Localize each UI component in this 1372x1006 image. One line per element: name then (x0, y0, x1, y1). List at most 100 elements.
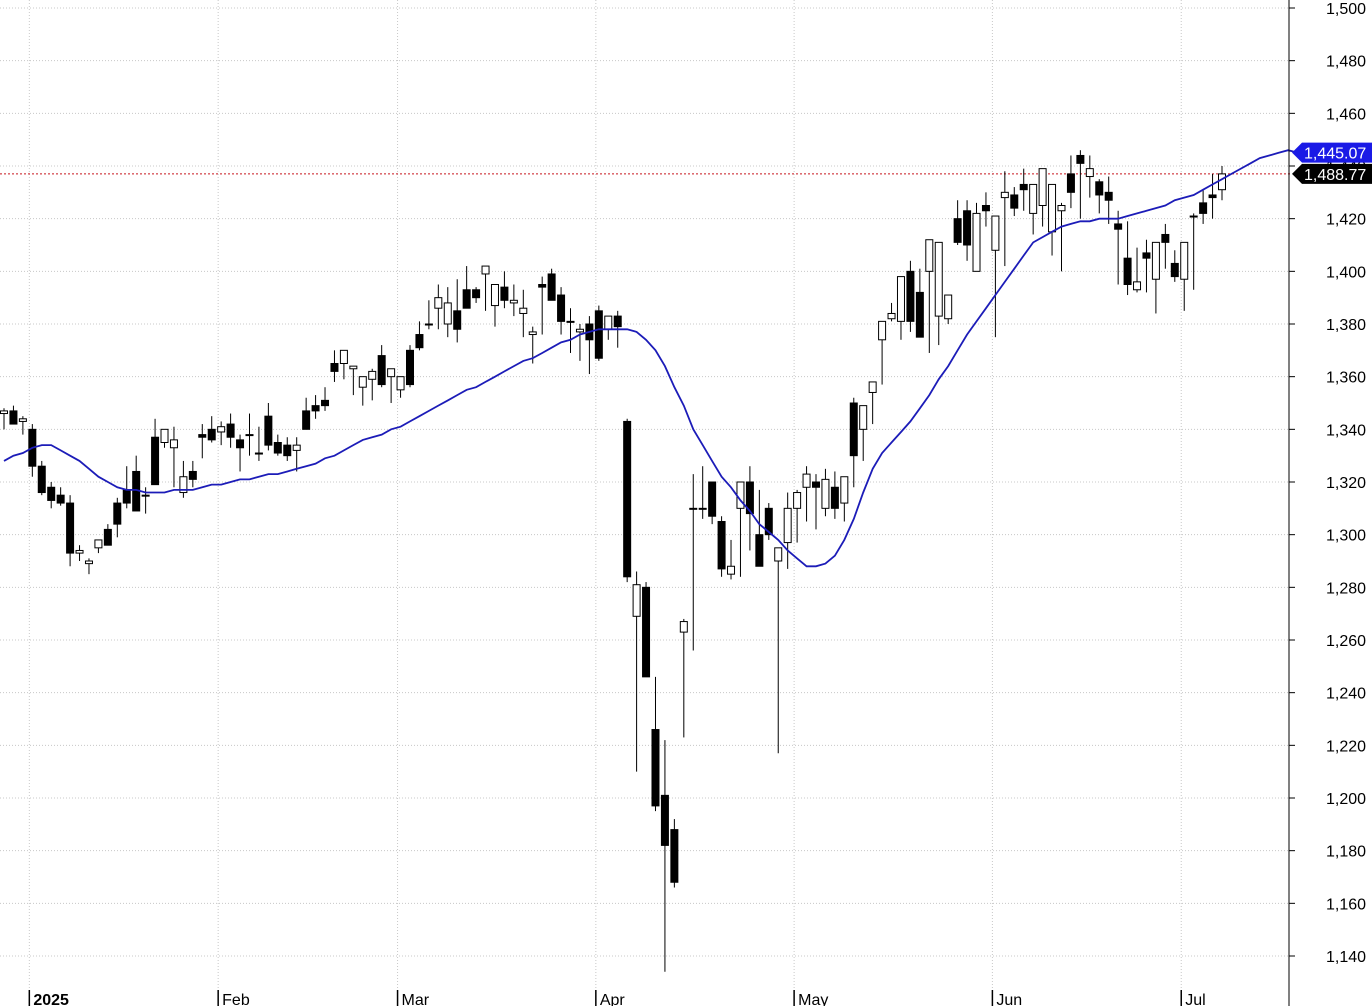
candle (1189, 213, 1198, 290)
candle (727, 539, 736, 580)
candle-body (509, 299, 518, 304)
candle-body (812, 481, 820, 488)
candle (179, 460, 188, 498)
candle-body (207, 428, 216, 441)
candle-body (349, 365, 358, 370)
moving-average-badge-text: 1,445.07 (1304, 146, 1366, 163)
grid (0, 0, 1289, 1006)
candle (490, 284, 499, 327)
x-tick-label: Feb (222, 992, 250, 1006)
candle (925, 239, 934, 353)
y-tick-label: 1,360 (1326, 370, 1366, 387)
candle-body (151, 436, 160, 486)
candle (906, 260, 915, 332)
candle (434, 284, 443, 330)
y-axis: 1,140 1,160 1,180 1,200 1,220 1,240 1,260 1,280… (1288, 0, 1366, 1006)
candle (868, 381, 877, 425)
candle-body (840, 476, 849, 504)
candle-body (594, 310, 603, 359)
candle-body (84, 560, 93, 565)
candle-body (47, 486, 56, 501)
candle-body (1057, 205, 1066, 212)
candle (1142, 239, 1151, 293)
candle-body (708, 481, 717, 517)
candle-body (339, 349, 348, 365)
candle-body (462, 289, 471, 309)
y-tick-label: 1,500 (1326, 1, 1366, 18)
candle-body (896, 276, 905, 322)
candle (113, 497, 122, 538)
candle-body (481, 265, 490, 275)
candle (812, 474, 820, 530)
candle (745, 466, 754, 551)
candle (500, 271, 509, 309)
candle-body (273, 442, 282, 454)
candle (887, 302, 896, 322)
candle-body (217, 426, 226, 433)
candle (1161, 223, 1170, 269)
y-tick-label: 1,160 (1326, 896, 1366, 913)
candle (585, 316, 594, 375)
candle (132, 455, 141, 512)
candle-body (226, 423, 235, 438)
candle-body (557, 294, 566, 322)
y-tick-label: 1,280 (1326, 580, 1366, 597)
candle-body (1104, 191, 1113, 201)
candle (188, 460, 197, 488)
candle-body (859, 405, 868, 430)
candle-body (1161, 233, 1170, 243)
candle-body (547, 273, 556, 301)
candle-body (1019, 183, 1028, 191)
candle-body (1123, 257, 1132, 285)
moving-average-badge-shape (1292, 142, 1372, 163)
candle (0, 408, 8, 430)
candle (56, 487, 65, 506)
candle-body (1038, 168, 1047, 206)
y-tick-label: 1,340 (1326, 422, 1366, 439)
moving-average-badge: 1,445.07 (1292, 142, 1372, 163)
y-tick-label: 1,480 (1326, 54, 1366, 71)
candle (689, 474, 698, 651)
candle-body (358, 376, 367, 388)
candle-body (387, 368, 396, 378)
candle-body (783, 507, 792, 544)
candle (1048, 183, 1057, 256)
candle (462, 266, 471, 309)
candle-body (755, 534, 764, 567)
candle-body (9, 410, 18, 425)
candle (226, 413, 235, 448)
candle (264, 403, 273, 451)
candle-body (198, 434, 207, 438)
candle-body (1199, 202, 1208, 214)
candle-body (396, 376, 405, 391)
candle-body (689, 507, 698, 510)
candle (802, 466, 811, 522)
candle-body (377, 355, 386, 386)
candle (377, 345, 386, 388)
candle (1133, 247, 1142, 293)
candle-body (1180, 241, 1189, 280)
candle (934, 241, 943, 346)
candle-body (613, 315, 622, 328)
candle (207, 416, 216, 443)
candle (849, 397, 858, 488)
candle (1218, 166, 1226, 201)
candle-body (717, 521, 726, 570)
candle-body (660, 794, 669, 846)
moving-average (3, 149, 1298, 568)
candle (944, 294, 953, 324)
y-tick-label: 1,420 (1326, 212, 1366, 229)
candle-body (830, 486, 839, 509)
candle (1104, 176, 1113, 224)
candle-body (302, 410, 311, 430)
candle (160, 428, 169, 448)
candle-body (651, 729, 660, 807)
candle (28, 424, 37, 477)
candle (698, 466, 707, 519)
x-tick-label: Apr (600, 992, 626, 1006)
candle (1057, 202, 1066, 272)
candle-body (670, 829, 679, 883)
candle-body (311, 405, 320, 412)
candle (755, 489, 764, 567)
candle-body (330, 363, 339, 372)
